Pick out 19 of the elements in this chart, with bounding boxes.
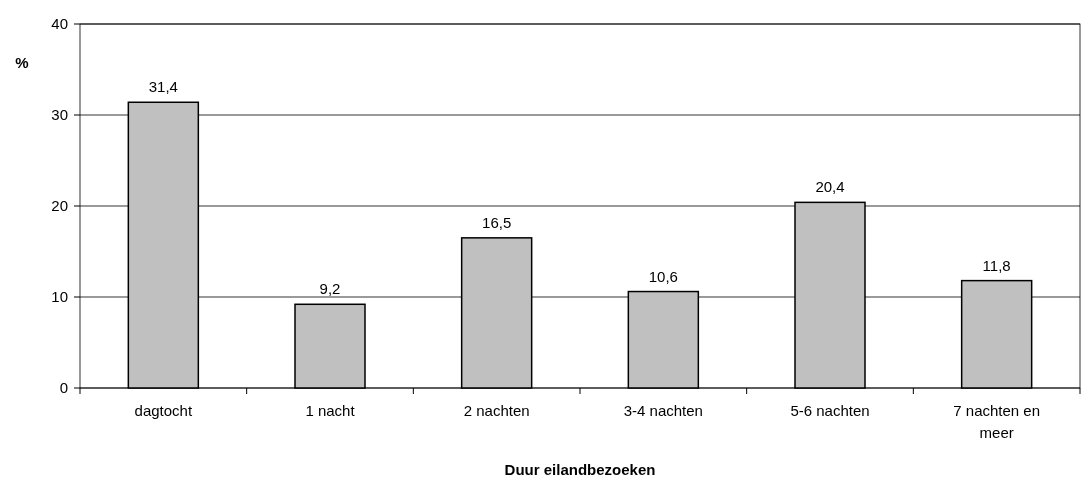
x-tick-label: 2 nachten bbox=[463, 402, 530, 419]
x-axis-title: Duur eilandbezoeken bbox=[504, 461, 656, 478]
data-label: 31,4 bbox=[148, 78, 178, 96]
y-tick-label: 30 bbox=[51, 106, 68, 124]
data-label: 9,2 bbox=[319, 280, 341, 298]
y-tick-label: 10 bbox=[51, 288, 68, 306]
y-tick-label: 40 bbox=[51, 15, 68, 33]
x-tick-label: 1 nacht bbox=[305, 402, 356, 419]
data-label: 10,6 bbox=[648, 267, 678, 285]
x-tick-label: 7 nachten en meer bbox=[953, 402, 1041, 441]
x-tick-label: dagtocht bbox=[134, 402, 193, 419]
y-tick-label: 0 bbox=[59, 379, 68, 397]
data-label: 11,8 bbox=[982, 256, 1011, 274]
x-tick-label: 3-4 nachten bbox=[623, 402, 703, 419]
data-label: 20,4 bbox=[815, 178, 845, 196]
y-axis-title: % bbox=[15, 54, 29, 71]
data-label: 16,5 bbox=[482, 213, 512, 231]
y-tick-label: 20 bbox=[51, 197, 68, 215]
x-tick-label: 5-6 nachten bbox=[790, 402, 870, 419]
